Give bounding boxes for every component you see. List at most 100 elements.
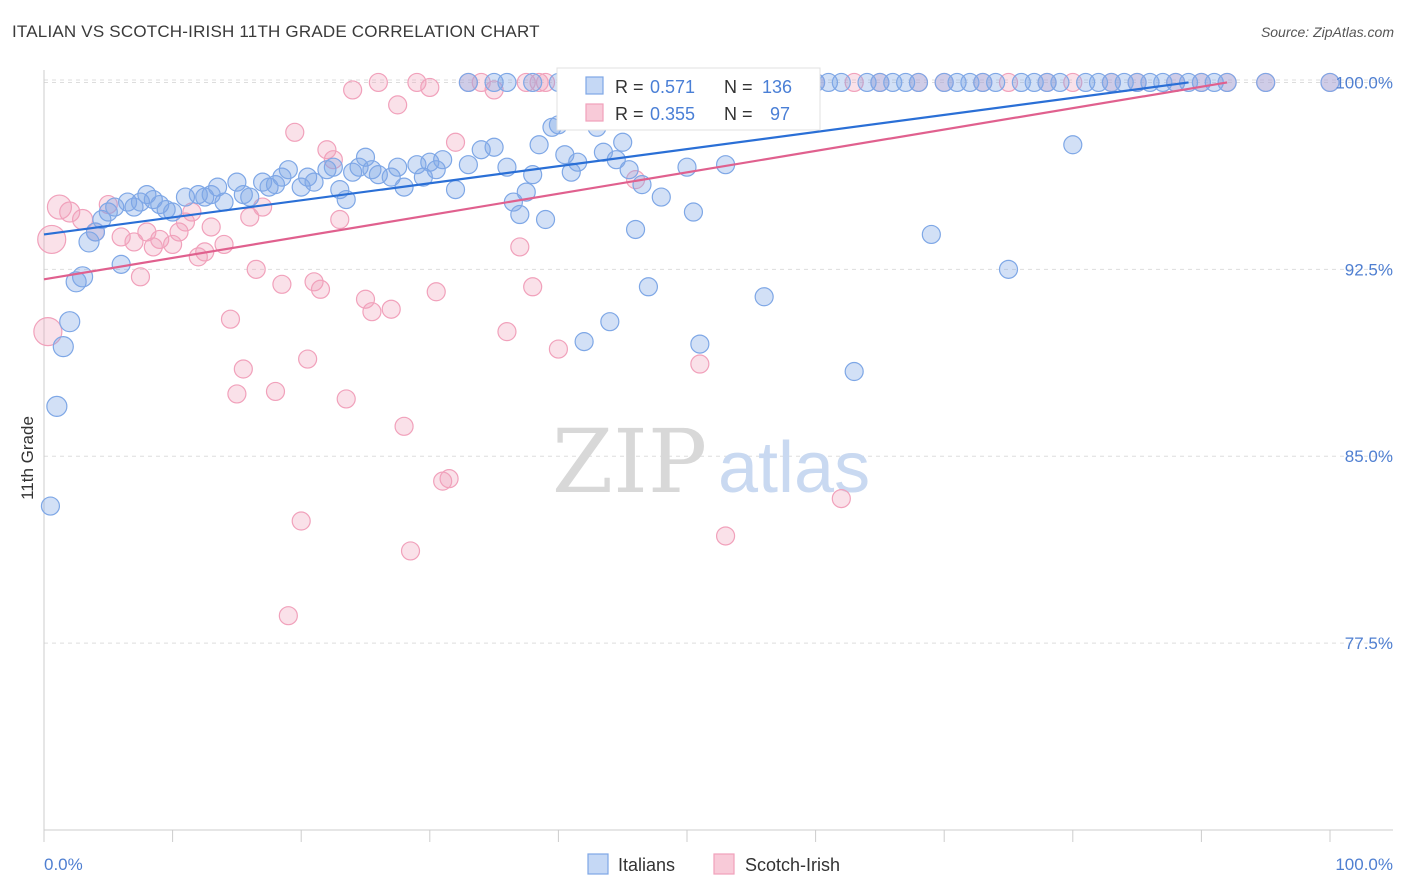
point-scotch-irish — [46, 194, 73, 220]
point-scotch-irish — [233, 359, 253, 379]
point-scotch-irish — [355, 289, 376, 309]
point-scotch-irish — [33, 317, 63, 347]
point-italians — [638, 277, 659, 297]
point-italians — [71, 266, 94, 288]
point-italians — [998, 259, 1019, 279]
point-scotch-irish — [227, 384, 247, 404]
point-italians — [1050, 72, 1070, 93]
point-scotch-irish — [265, 381, 286, 402]
point-scotch-irish — [111, 227, 131, 247]
stats-r-label-scotch-irish: R = — [615, 104, 644, 124]
point-scotch-irish — [201, 217, 221, 237]
point-italians — [683, 202, 704, 222]
y-tick-label: 85.0% — [1345, 447, 1393, 466]
point-scotch-irish — [323, 150, 343, 170]
stats-n-label-scotch-irish: N = — [724, 104, 753, 124]
point-italians — [458, 155, 478, 175]
point-scotch-irish — [362, 302, 382, 322]
point-scotch-irish — [37, 224, 67, 255]
legend: Italians Scotch-Irish — [587, 853, 840, 875]
point-italians — [574, 332, 594, 352]
point-italians — [445, 180, 466, 200]
point-scotch-irish — [523, 277, 543, 297]
point-scotch-irish — [394, 416, 414, 436]
point-italians — [516, 182, 536, 202]
point-scotch-irish — [426, 282, 446, 302]
point-scotch-irish — [246, 259, 266, 279]
point-italians — [59, 311, 81, 333]
stats-r-label-italians: R = — [615, 77, 644, 97]
point-scotch-irish — [169, 222, 189, 242]
stats-n-italians: 136 — [762, 77, 792, 97]
point-italians — [1063, 135, 1083, 155]
point-italians — [690, 334, 710, 354]
point-scotch-irish — [317, 140, 337, 160]
point-scotch-irish — [445, 132, 466, 152]
point-scotch-irish — [272, 274, 292, 294]
point-italians — [278, 160, 298, 180]
point-italians — [265, 175, 286, 195]
point-italians — [1076, 72, 1096, 93]
watermark-zip: ZIP — [552, 410, 707, 513]
point-italians — [355, 147, 376, 167]
point-scotch-irish — [150, 229, 170, 250]
point-scotch-irish — [690, 354, 710, 374]
point-italians — [458, 72, 478, 93]
point-scotch-irish — [388, 95, 408, 115]
point-scotch-irish — [291, 511, 311, 531]
point-italians — [619, 160, 639, 180]
point-italians — [46, 395, 68, 417]
point-italians — [1256, 72, 1276, 93]
point-scotch-irish — [330, 209, 350, 230]
point-scotch-irish — [143, 237, 163, 257]
trend-lines — [43, 81, 1228, 281]
point-scotch-irish — [529, 72, 549, 93]
point-italians — [137, 184, 157, 205]
legend-swatch-italians — [587, 853, 609, 875]
x-tick-max: 100.0% — [1335, 855, 1393, 874]
point-italians — [78, 231, 100, 253]
point-scotch-irish — [124, 232, 144, 252]
point-italians — [343, 162, 363, 182]
point-scotch-irish — [510, 237, 530, 257]
y-axis-label: 11th Grade — [18, 416, 37, 500]
point-italians — [921, 224, 941, 245]
source-label: Source: ZipAtlas.com — [1260, 24, 1394, 40]
stats-n-label-italians: N = — [724, 77, 753, 97]
series-scotch-irish — [33, 72, 1340, 626]
point-scotch-irish — [343, 80, 363, 100]
point-italians — [844, 361, 864, 382]
point-scotch-irish — [715, 526, 736, 546]
point-italians — [535, 209, 556, 230]
point-italians — [426, 160, 446, 180]
point-italians — [883, 72, 903, 93]
point-italians — [1011, 72, 1031, 93]
point-scotch-irish — [310, 279, 331, 299]
legend-swatch-scotch-irish — [713, 853, 735, 875]
point-scotch-irish — [407, 72, 427, 93]
point-scotch-irish — [831, 488, 851, 509]
point-scotch-irish — [163, 234, 183, 255]
point-italians — [754, 287, 774, 307]
point-italians — [1114, 72, 1134, 93]
point-italians — [323, 157, 343, 177]
point-italians — [362, 160, 382, 180]
point-italians — [523, 72, 543, 93]
x-tick-min: 0.0% — [44, 855, 83, 874]
point-italians — [529, 135, 549, 155]
point-scotch-irish — [278, 606, 298, 626]
point-scotch-irish — [220, 309, 241, 329]
point-scotch-irish — [298, 349, 318, 369]
point-italians — [124, 197, 144, 217]
point-italians — [388, 157, 408, 177]
axes — [43, 70, 1393, 842]
point-italians — [625, 219, 646, 240]
point-italians — [272, 167, 292, 187]
point-italians — [600, 312, 620, 332]
point-italians — [214, 192, 234, 212]
watermark-atlas: atlas — [718, 428, 870, 508]
point-italians — [304, 172, 324, 192]
point-italians — [1320, 72, 1340, 93]
point-scotch-irish — [175, 212, 196, 232]
